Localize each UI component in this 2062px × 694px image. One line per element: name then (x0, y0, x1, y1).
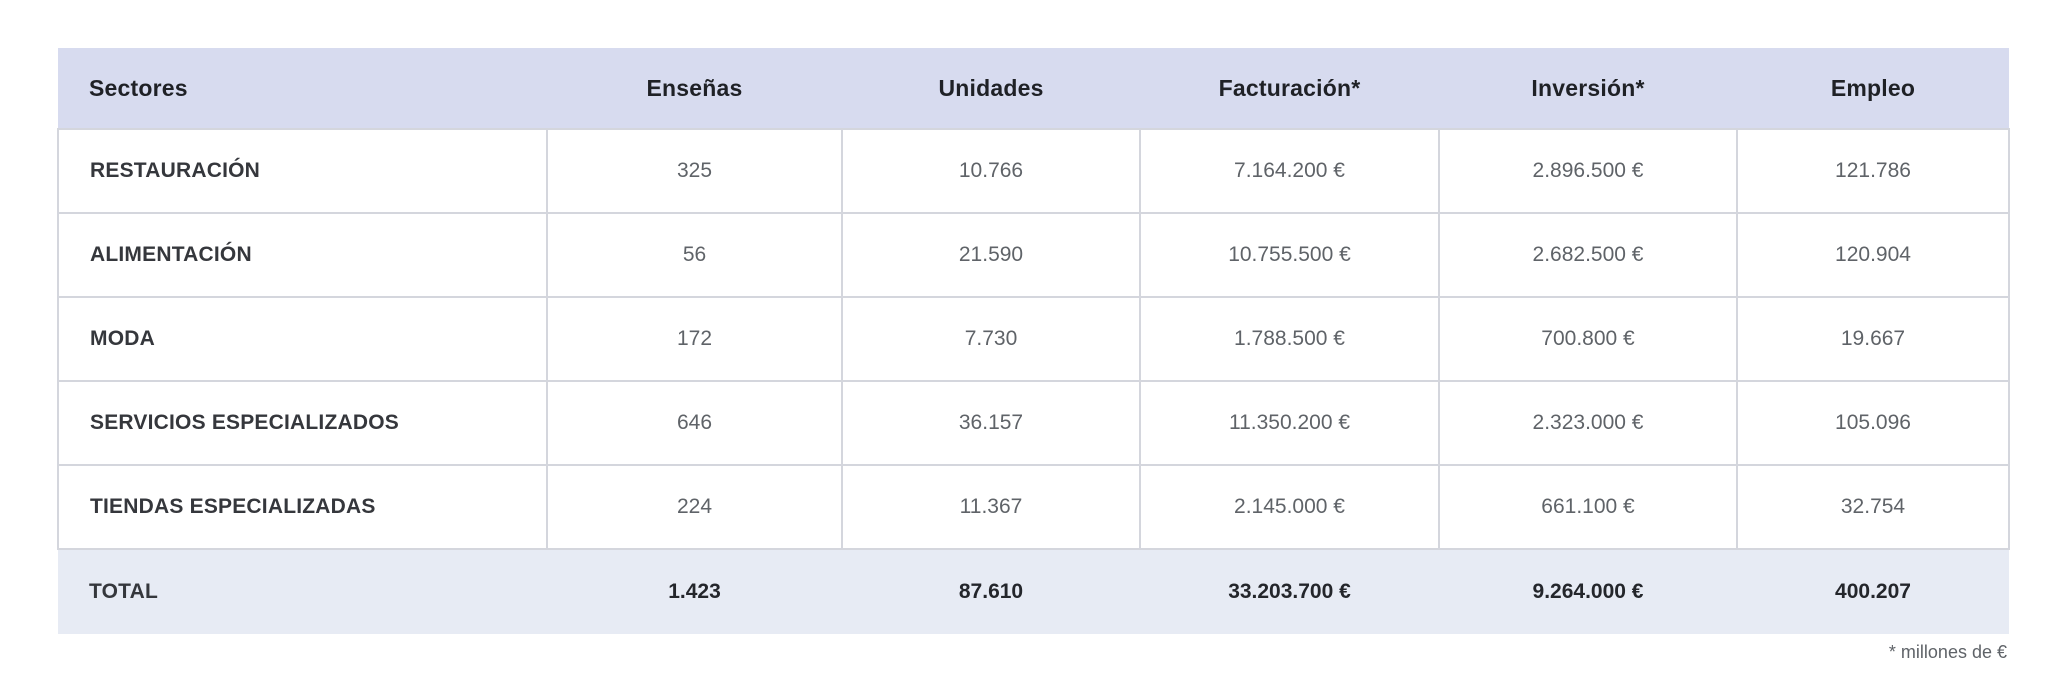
total-value-cell: 33.203.700 € (1140, 549, 1439, 634)
table-row-tiendas-especializadas: TIENDAS ESPECIALIZADAS 224 11.367 2.145.… (57, 464, 2010, 550)
value-cell: 121.786 (1736, 128, 2010, 214)
value-cell: 2.896.500 € (1438, 128, 1738, 214)
value-cell: 32.754 (1736, 464, 2010, 550)
value-cell: 7.164.200 € (1139, 128, 1440, 214)
sector-cell: MODA (57, 296, 548, 382)
header-cell-inversion: Inversión* (1439, 48, 1737, 129)
value-cell: 10.755.500 € (1139, 212, 1440, 298)
footnote: * millones de € (1888, 642, 2007, 662)
header-row: Sectores Enseñas Unidades Facturación* I… (58, 48, 2009, 129)
header-cell-facturacion: Facturación* (1140, 48, 1439, 129)
total-value-cell: 1.423 (547, 549, 842, 634)
value-cell: 646 (546, 380, 843, 466)
header-cell-empleo: Empleo (1737, 48, 2009, 129)
value-cell: 224 (546, 464, 843, 550)
value-cell: 2.323.000 € (1438, 380, 1738, 466)
sector-cell: RESTAURACIÓN (57, 128, 548, 214)
value-cell: 2.145.000 € (1139, 464, 1440, 550)
sectors-table: Sectores Enseñas Unidades Facturación* I… (57, 48, 2010, 634)
total-value-cell: 9.264.000 € (1439, 549, 1737, 634)
header-cell-sectores: Sectores (58, 48, 547, 129)
header-cell-unidades: Unidades (842, 48, 1140, 129)
value-cell: 661.100 € (1438, 464, 1738, 550)
value-cell: 19.667 (1736, 296, 2010, 382)
value-cell: 11.350.200 € (1139, 380, 1440, 466)
value-cell: 21.590 (841, 212, 1141, 298)
table-row-alimentacion: ALIMENTACIÓN 56 21.590 10.755.500 € 2.68… (57, 212, 2010, 298)
value-cell: 120.904 (1736, 212, 2010, 298)
value-cell: 2.682.500 € (1438, 212, 1738, 298)
total-label-cell: TOTAL (58, 549, 547, 634)
header-cell-ensenas: Enseñas (547, 48, 842, 129)
value-cell: 56 (546, 212, 843, 298)
value-cell: 1.788.500 € (1139, 296, 1440, 382)
value-cell: 105.096 (1736, 380, 2010, 466)
sector-cell: SERVICIOS ESPECIALIZADOS (57, 380, 548, 466)
value-cell: 10.766 (841, 128, 1141, 214)
value-cell: 36.157 (841, 380, 1141, 466)
total-value-cell: 400.207 (1737, 549, 2009, 634)
value-cell: 172 (546, 296, 843, 382)
value-cell: 11.367 (841, 464, 1141, 550)
value-cell: 7.730 (841, 296, 1141, 382)
value-cell: 325 (546, 128, 843, 214)
sector-cell: ALIMENTACIÓN (57, 212, 548, 298)
total-row: TOTAL 1.423 87.610 33.203.700 € 9.264.00… (58, 549, 2009, 634)
value-cell: 700.800 € (1438, 296, 1738, 382)
table-row-servicios-especializados: SERVICIOS ESPECIALIZADOS 646 36.157 11.3… (57, 380, 2010, 466)
table-row-restauracion: RESTAURACIÓN 325 10.766 7.164.200 € 2.89… (57, 128, 2010, 214)
total-value-cell: 87.610 (842, 549, 1140, 634)
table-row-moda: MODA 172 7.730 1.788.500 € 700.800 € 19.… (57, 296, 2010, 382)
sector-cell: TIENDAS ESPECIALIZADAS (57, 464, 548, 550)
